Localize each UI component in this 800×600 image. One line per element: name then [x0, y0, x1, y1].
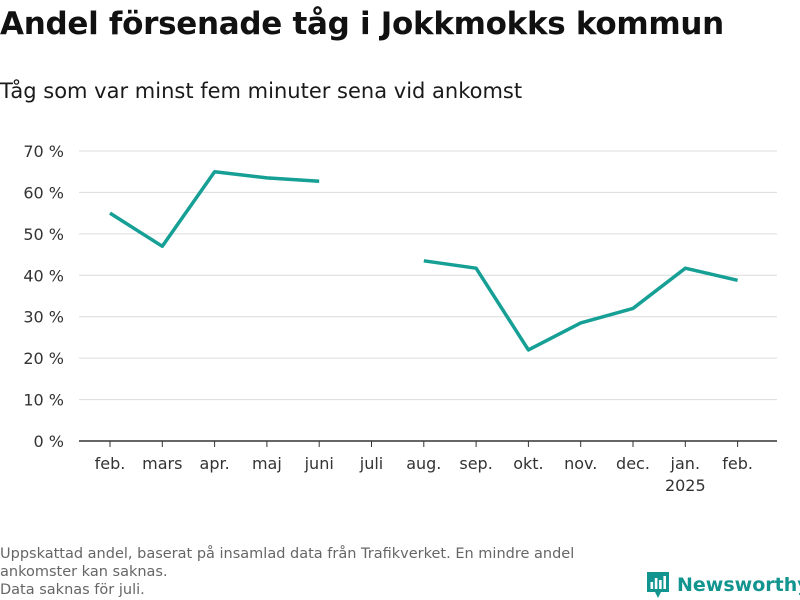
x-tick-label: feb.	[722, 454, 753, 473]
series-line-segment	[423, 259, 738, 352]
x-tick-label: juni	[304, 454, 334, 473]
y-tick-label: 50 %	[23, 225, 64, 244]
brand: Newsworthy	[645, 570, 800, 600]
line-chart: 0 % 10 % 20 % 30 % 40 % 50 % 60 % 70 % feb. mars…	[23, 142, 777, 495]
x-axis: feb. mars apr. maj juni juli aug. sep. okt. nov. d…	[79, 440, 777, 495]
footnote-line: Uppskattad andel, baserat på insamlad da…	[0, 546, 575, 562]
series-lines	[109, 169, 738, 352]
y-axis-tick-labels: 0 % 10 % 20 % 30 % 40 % 50 % 60 % 70 %	[23, 142, 64, 451]
chart-subtitle: Tåg som var minst fem minuter sena vid a…	[0, 79, 523, 103]
x-tick-sublabel: 2025	[665, 476, 706, 495]
brand-name: Newsworthy	[677, 574, 800, 596]
footnote-line: ankomster kan saknas.	[0, 564, 168, 580]
x-tick-label: dec.	[616, 454, 650, 473]
y-tick-label: 10 %	[23, 391, 64, 410]
y-tick-label: 0 %	[34, 432, 64, 451]
x-tick-label: juli	[359, 454, 383, 473]
x-tick-label: okt.	[513, 454, 543, 473]
x-tick-label: feb.	[95, 454, 126, 473]
y-tick-label: 60 %	[23, 183, 64, 202]
footnote-line: Data saknas för juli.	[0, 582, 145, 598]
x-tick-label: jan.	[670, 454, 700, 473]
footnote: Uppskattad andel, baserat på insamlad da…	[0, 545, 630, 599]
x-tick-label: maj	[252, 454, 282, 473]
x-tick-label: mars	[142, 454, 182, 473]
y-tick-label: 40 %	[23, 266, 64, 285]
x-tick-label: apr.	[200, 454, 230, 473]
x-tick-label: nov.	[564, 454, 597, 473]
newsworthy-logo-icon	[647, 572, 669, 598]
chart-title: Andel försenade tåg i Jokkmokks kommun	[0, 6, 724, 42]
y-tick-label: 70 %	[23, 142, 64, 161]
y-tick-label: 30 %	[23, 308, 64, 327]
x-tick-label: aug.	[406, 454, 441, 473]
y-tick-label: 20 %	[23, 349, 64, 368]
gridlines	[79, 150, 777, 401]
series-line-segment	[109, 169, 320, 249]
x-tick-label: sep.	[459, 454, 492, 473]
